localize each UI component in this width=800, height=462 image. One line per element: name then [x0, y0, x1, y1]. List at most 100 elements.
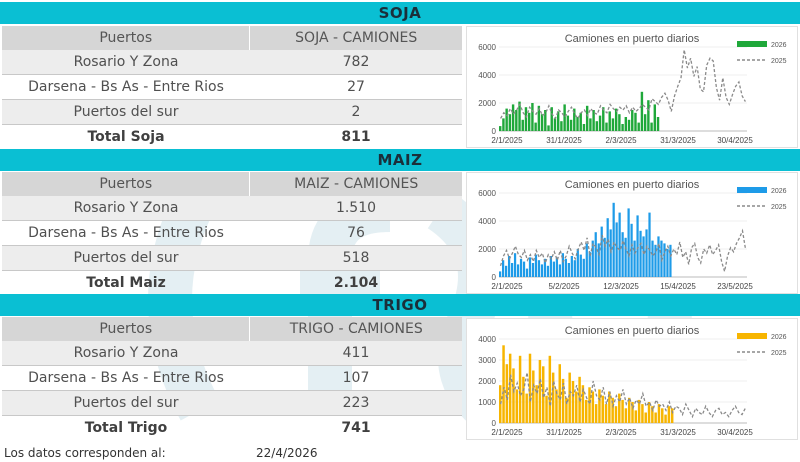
chart-bar	[654, 244, 657, 277]
chart-bar	[527, 112, 531, 131]
chart-bar	[573, 108, 576, 131]
x-tick-label: 5/2/2025	[548, 282, 580, 291]
table-row: Puertos del sur 518	[2, 246, 462, 270]
chart-bar	[650, 122, 653, 131]
chart-bar	[612, 202, 615, 277]
chart-bar	[624, 237, 627, 277]
legend-swatch-2026	[737, 41, 767, 47]
total-value: 2.104	[333, 275, 379, 291]
chart-bar	[581, 385, 585, 423]
chart-bar	[561, 378, 565, 423]
legend-swatch-2026	[737, 333, 767, 339]
chart-bar	[499, 271, 502, 277]
chart-bar	[621, 232, 624, 277]
row-divider	[2, 415, 462, 416]
chart-bar	[555, 389, 558, 423]
chart-bar	[522, 376, 525, 423]
row-value: 518	[342, 250, 370, 266]
col-header-puertos: Puertos	[2, 172, 251, 196]
total-label: Total Maiz	[86, 275, 166, 291]
chart-bar	[627, 208, 630, 277]
total-label: Total Trigo	[84, 420, 168, 436]
chart-bar	[594, 404, 598, 423]
chart-bar	[552, 261, 556, 277]
row-label: Rosario Y Zona	[73, 200, 179, 216]
row-value: 107	[342, 370, 370, 386]
chart-bar	[601, 395, 604, 423]
chart-bar	[588, 387, 591, 423]
chart-bar	[648, 212, 651, 277]
chart-bar	[565, 397, 568, 423]
chart-bar	[505, 108, 508, 131]
chart-bar	[637, 399, 641, 423]
chart-title: Camiones en puerto diarios	[565, 179, 700, 191]
chart-bar	[636, 215, 639, 277]
chart-bar	[631, 110, 634, 131]
chart-bar	[663, 243, 666, 277]
chart-bar	[597, 243, 600, 277]
chart-bar	[532, 370, 535, 423]
chart-bar	[508, 353, 512, 423]
chart-bar	[582, 258, 585, 277]
chart-bar	[534, 122, 537, 131]
total-row: Total Soja 811	[2, 125, 462, 149]
row-label: Puertos del sur	[73, 250, 179, 266]
chart-bar	[540, 114, 544, 131]
chart-bar	[667, 406, 671, 423]
table-header: Puertos TRIGO - CAMIONES	[2, 317, 462, 341]
chart-bar	[637, 122, 640, 131]
chart-bar	[507, 256, 511, 277]
chart-bar	[633, 240, 636, 277]
chart-bar	[627, 397, 631, 423]
chart-bar	[621, 399, 624, 423]
x-tick-label: 31/3/2025	[660, 428, 696, 437]
row-value: 411	[342, 345, 370, 361]
chart-bar	[564, 258, 567, 277]
row-value: 782	[342, 54, 370, 70]
chart-bar	[545, 395, 548, 423]
chart-bar	[499, 385, 502, 423]
chart-bar	[579, 254, 582, 277]
chart-bar	[602, 107, 605, 131]
row-value: 1.510	[335, 200, 377, 216]
chart-bar	[639, 230, 642, 277]
x-tick-label: 2/1/2025	[491, 136, 523, 145]
section-title-maiz: MAIZ	[0, 149, 800, 171]
chart-bar	[647, 402, 651, 423]
row-divider	[2, 390, 462, 391]
chart-bar	[608, 111, 611, 131]
chart-bar	[670, 408, 674, 423]
chart-bar	[584, 399, 588, 423]
chart-bar	[594, 232, 597, 277]
chart-bar	[621, 124, 624, 131]
row-label: Puertos del sur	[73, 104, 179, 120]
soja-chart: Camiones en puerto diarios 0 2000 4000 6000 2…	[466, 26, 798, 148]
x-tick-label: 31/1/2025	[546, 428, 582, 437]
chart-bar	[551, 372, 555, 423]
chart-bar	[499, 126, 502, 131]
chart-bar	[614, 406, 618, 423]
chart-bar	[634, 112, 637, 131]
chart-bar	[512, 368, 515, 423]
y-tick-label: 0	[492, 127, 497, 136]
row-divider	[2, 270, 462, 271]
chart-line-2025	[500, 372, 746, 419]
y-tick-label: 0	[492, 419, 497, 428]
x-tick-label: 2/3/2025	[605, 428, 637, 437]
chart-bar	[513, 253, 517, 277]
x-tick-label: 23/5/2025	[717, 282, 753, 291]
chart-bar	[618, 393, 621, 423]
col-header-camiones: MAIZ - CAMIONES	[294, 176, 419, 192]
chart-bar	[556, 111, 560, 131]
table-header: Puertos SOJA - CAMIONES	[2, 26, 462, 50]
chart-bar	[535, 385, 538, 423]
chart-bar	[544, 110, 547, 131]
chart-bar	[560, 121, 563, 131]
chart-bar	[511, 104, 515, 131]
chart-bar	[591, 391, 595, 423]
chart-bar	[651, 240, 654, 277]
table-row: Rosario Y Zona 1.510	[2, 196, 462, 220]
chart-bar	[540, 264, 544, 277]
table-row: Puertos del sur 2	[2, 100, 462, 124]
chart-bar	[614, 108, 618, 131]
